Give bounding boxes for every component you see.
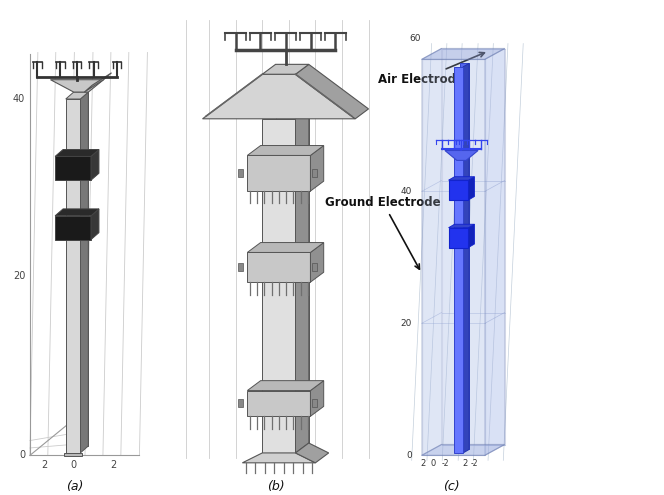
Polygon shape [55, 149, 99, 156]
Polygon shape [449, 180, 469, 200]
Polygon shape [91, 149, 99, 180]
Polygon shape [66, 99, 80, 453]
Polygon shape [242, 453, 315, 463]
Polygon shape [55, 209, 99, 216]
Polygon shape [310, 243, 324, 282]
Text: (c): (c) [443, 480, 460, 493]
Polygon shape [247, 391, 310, 416]
Polygon shape [312, 263, 317, 271]
Polygon shape [422, 49, 442, 455]
Polygon shape [295, 109, 309, 453]
Polygon shape [247, 243, 324, 252]
Text: 2: 2 [110, 460, 116, 470]
Text: 0: 0 [406, 451, 412, 460]
Polygon shape [469, 224, 474, 248]
Polygon shape [485, 49, 505, 455]
Polygon shape [66, 92, 88, 99]
Polygon shape [276, 109, 309, 443]
Polygon shape [91, 209, 99, 240]
Polygon shape [310, 381, 324, 416]
Polygon shape [238, 169, 243, 177]
Text: 2: 2 [420, 459, 426, 468]
Text: 0: 0 [70, 460, 76, 470]
Text: Ground Electrode: Ground Electrode [325, 197, 441, 269]
Polygon shape [422, 49, 505, 59]
Polygon shape [84, 73, 112, 92]
Polygon shape [312, 169, 317, 177]
Text: 20: 20 [400, 319, 412, 328]
Text: -2: -2 [471, 459, 479, 468]
Polygon shape [238, 399, 243, 407]
Text: 40: 40 [400, 187, 412, 196]
Polygon shape [238, 263, 243, 271]
Text: 40: 40 [13, 94, 25, 104]
Polygon shape [74, 92, 88, 446]
Text: 2: 2 [41, 460, 48, 470]
Text: (a): (a) [66, 480, 83, 493]
Polygon shape [262, 119, 295, 453]
Polygon shape [247, 146, 324, 155]
Polygon shape [55, 156, 91, 180]
Polygon shape [295, 64, 369, 119]
Polygon shape [55, 216, 91, 240]
Text: 0: 0 [19, 450, 25, 460]
Polygon shape [50, 80, 104, 92]
Polygon shape [459, 63, 469, 449]
Polygon shape [295, 443, 329, 463]
Polygon shape [262, 64, 309, 74]
Text: 2: 2 [462, 459, 467, 468]
Text: 60: 60 [409, 34, 421, 43]
Polygon shape [80, 92, 88, 453]
Text: 0: 0 [431, 459, 436, 468]
Text: Air Electrode: Air Electrode [378, 52, 485, 86]
Polygon shape [312, 399, 317, 407]
Polygon shape [469, 177, 474, 200]
Polygon shape [203, 74, 355, 119]
Polygon shape [445, 150, 478, 160]
Polygon shape [310, 146, 324, 191]
Text: -2: -2 [441, 459, 449, 468]
Polygon shape [454, 67, 463, 453]
Polygon shape [247, 155, 310, 191]
Polygon shape [463, 63, 469, 453]
Polygon shape [449, 177, 474, 180]
Polygon shape [64, 453, 82, 456]
Polygon shape [449, 228, 469, 248]
Text: 20: 20 [13, 271, 25, 281]
Text: (b): (b) [267, 480, 284, 493]
Polygon shape [449, 224, 474, 228]
Polygon shape [422, 59, 485, 455]
Polygon shape [247, 381, 324, 391]
Polygon shape [247, 252, 310, 282]
Polygon shape [442, 49, 505, 445]
Polygon shape [422, 445, 505, 455]
